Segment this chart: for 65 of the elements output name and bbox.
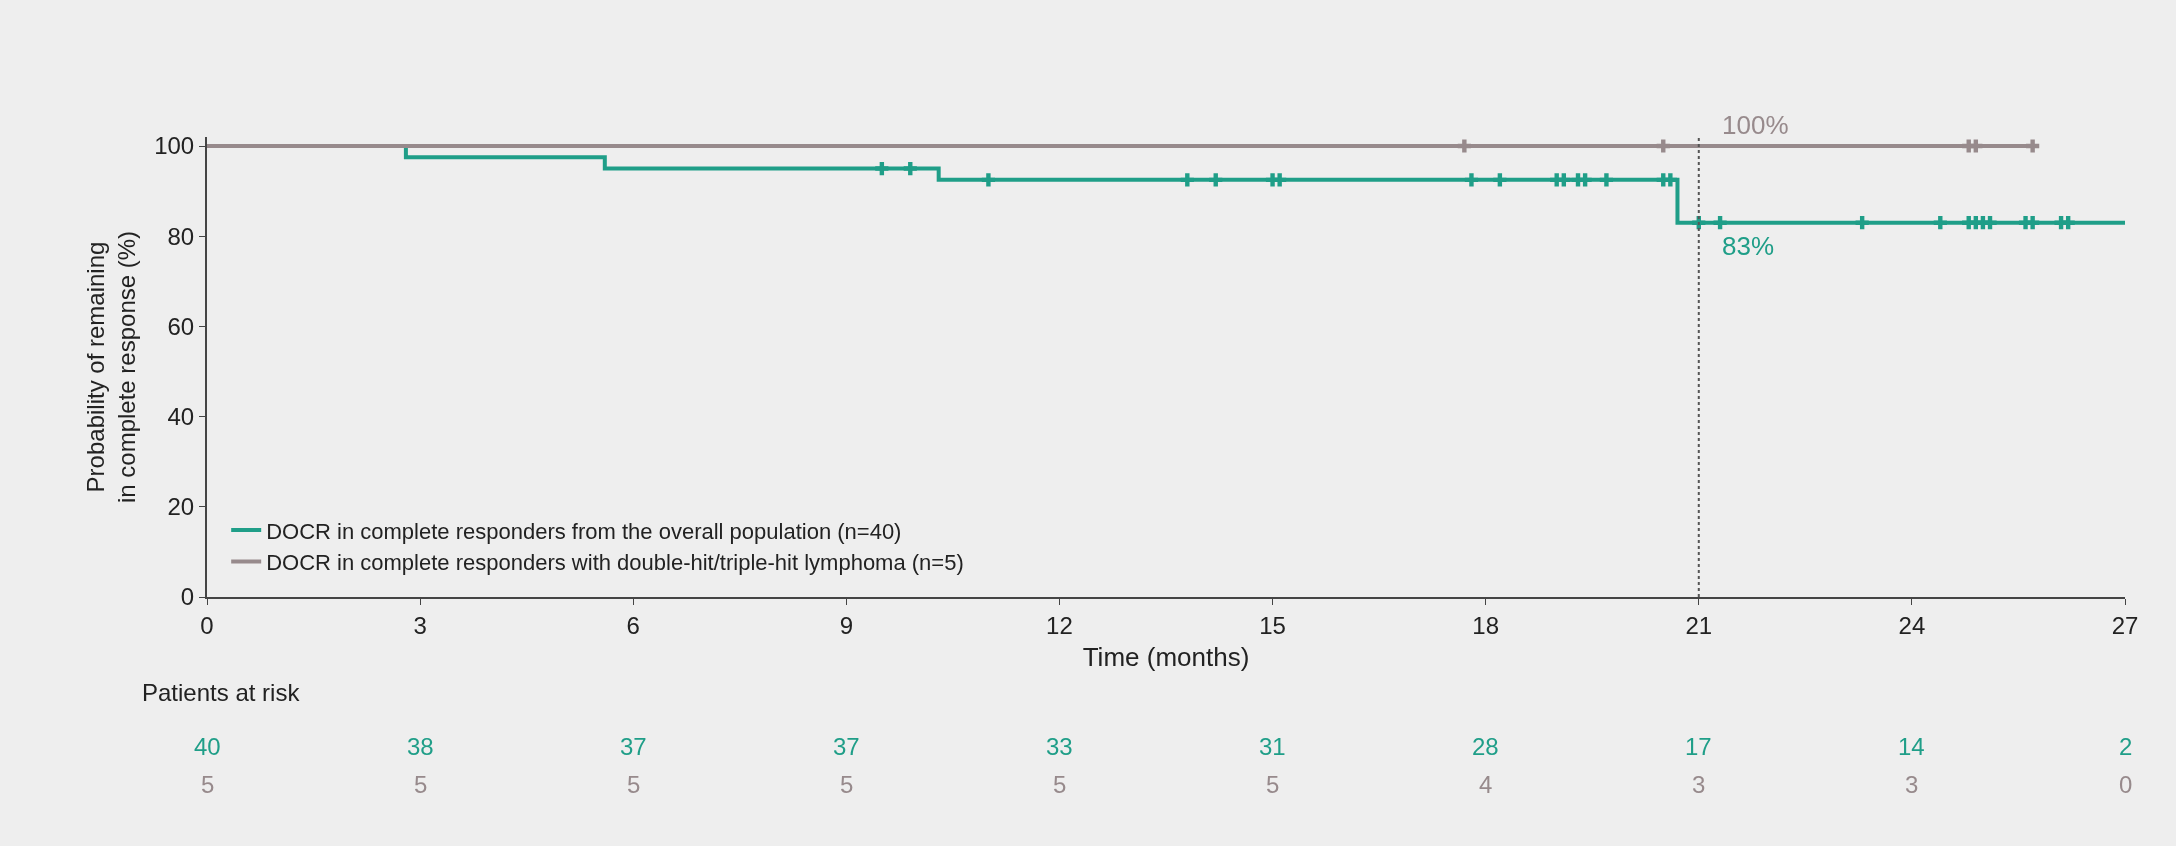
annotation: 100% (1722, 110, 1789, 140)
point (981, 173, 996, 187)
x-tick-label: 15 (1259, 611, 1286, 639)
point (2026, 139, 2040, 153)
y-tick-label: 80 (167, 222, 195, 250)
point (875, 161, 889, 176)
text: 4 (1479, 771, 1493, 798)
text: Patients at risk (142, 679, 301, 706)
text: 37 (833, 733, 860, 760)
x-tick-label: 0 (200, 611, 214, 639)
text: 2 (2119, 733, 2133, 760)
text: 5 (1053, 771, 1067, 798)
text: 5 (201, 771, 215, 798)
legend-label: DOCR in complete responders with double-hit/triple-hit lymphoma (n=5) (266, 550, 964, 576)
y-tick-label: 40 (167, 403, 195, 431)
y-axis-title: Probability of remaining in complete response (%) (81, 230, 140, 504)
point (1969, 139, 1983, 153)
point (2061, 216, 2075, 230)
point (1457, 139, 1471, 153)
y-tick-label: 60 (167, 312, 195, 340)
text: 0 (2119, 771, 2133, 798)
legend-label: DOCR in complete responders from the overall population (n=40) (266, 518, 902, 544)
x-tick-label: 12 (1046, 611, 1073, 639)
point (903, 161, 917, 176)
text: 38 (407, 733, 434, 760)
point (1933, 216, 1947, 230)
annotation: 83% (1722, 231, 1775, 261)
x-tick-label: 9 (839, 611, 854, 639)
text: 5 (627, 771, 641, 798)
point (1464, 173, 1479, 187)
point (1656, 139, 1670, 153)
text: 28 (1472, 733, 1499, 760)
x-axis-title: Time (months) (1082, 642, 1250, 672)
point (1855, 216, 1869, 230)
x-tick-label: 21 (1685, 611, 1713, 639)
point (1273, 173, 1287, 187)
point (2026, 216, 2040, 230)
x-tick-label: 6 (626, 611, 640, 639)
x-tick-label: 3 (413, 611, 427, 639)
point (1209, 173, 1223, 187)
point (1493, 173, 1507, 187)
x-tick-label: 18 (1472, 611, 1500, 639)
point (1713, 216, 1727, 230)
point (1983, 216, 1997, 230)
text: 5 (414, 771, 428, 798)
x-tick-label: 24 (1898, 611, 1926, 639)
y-tick-label: 20 (167, 493, 195, 521)
point (1578, 173, 1592, 187)
text: 17 (1685, 733, 1712, 760)
x-tick-label: 27 (2111, 611, 2139, 639)
y-tick-label: 0 (180, 583, 195, 611)
point (1663, 173, 1677, 187)
point (1557, 173, 1571, 187)
text: 14 (1898, 733, 1925, 760)
text: 5 (840, 771, 854, 798)
text: 40 (194, 733, 221, 760)
y-tick-label: 100 (154, 132, 195, 160)
text: 3 (1692, 771, 1706, 798)
point (1599, 173, 1614, 187)
text: 3 (1905, 771, 1919, 798)
text: 33 (1046, 733, 1073, 760)
text: 5 (1266, 771, 1280, 798)
text: 31 (1259, 733, 1286, 760)
text: 37 (620, 733, 647, 760)
point (1180, 173, 1194, 187)
